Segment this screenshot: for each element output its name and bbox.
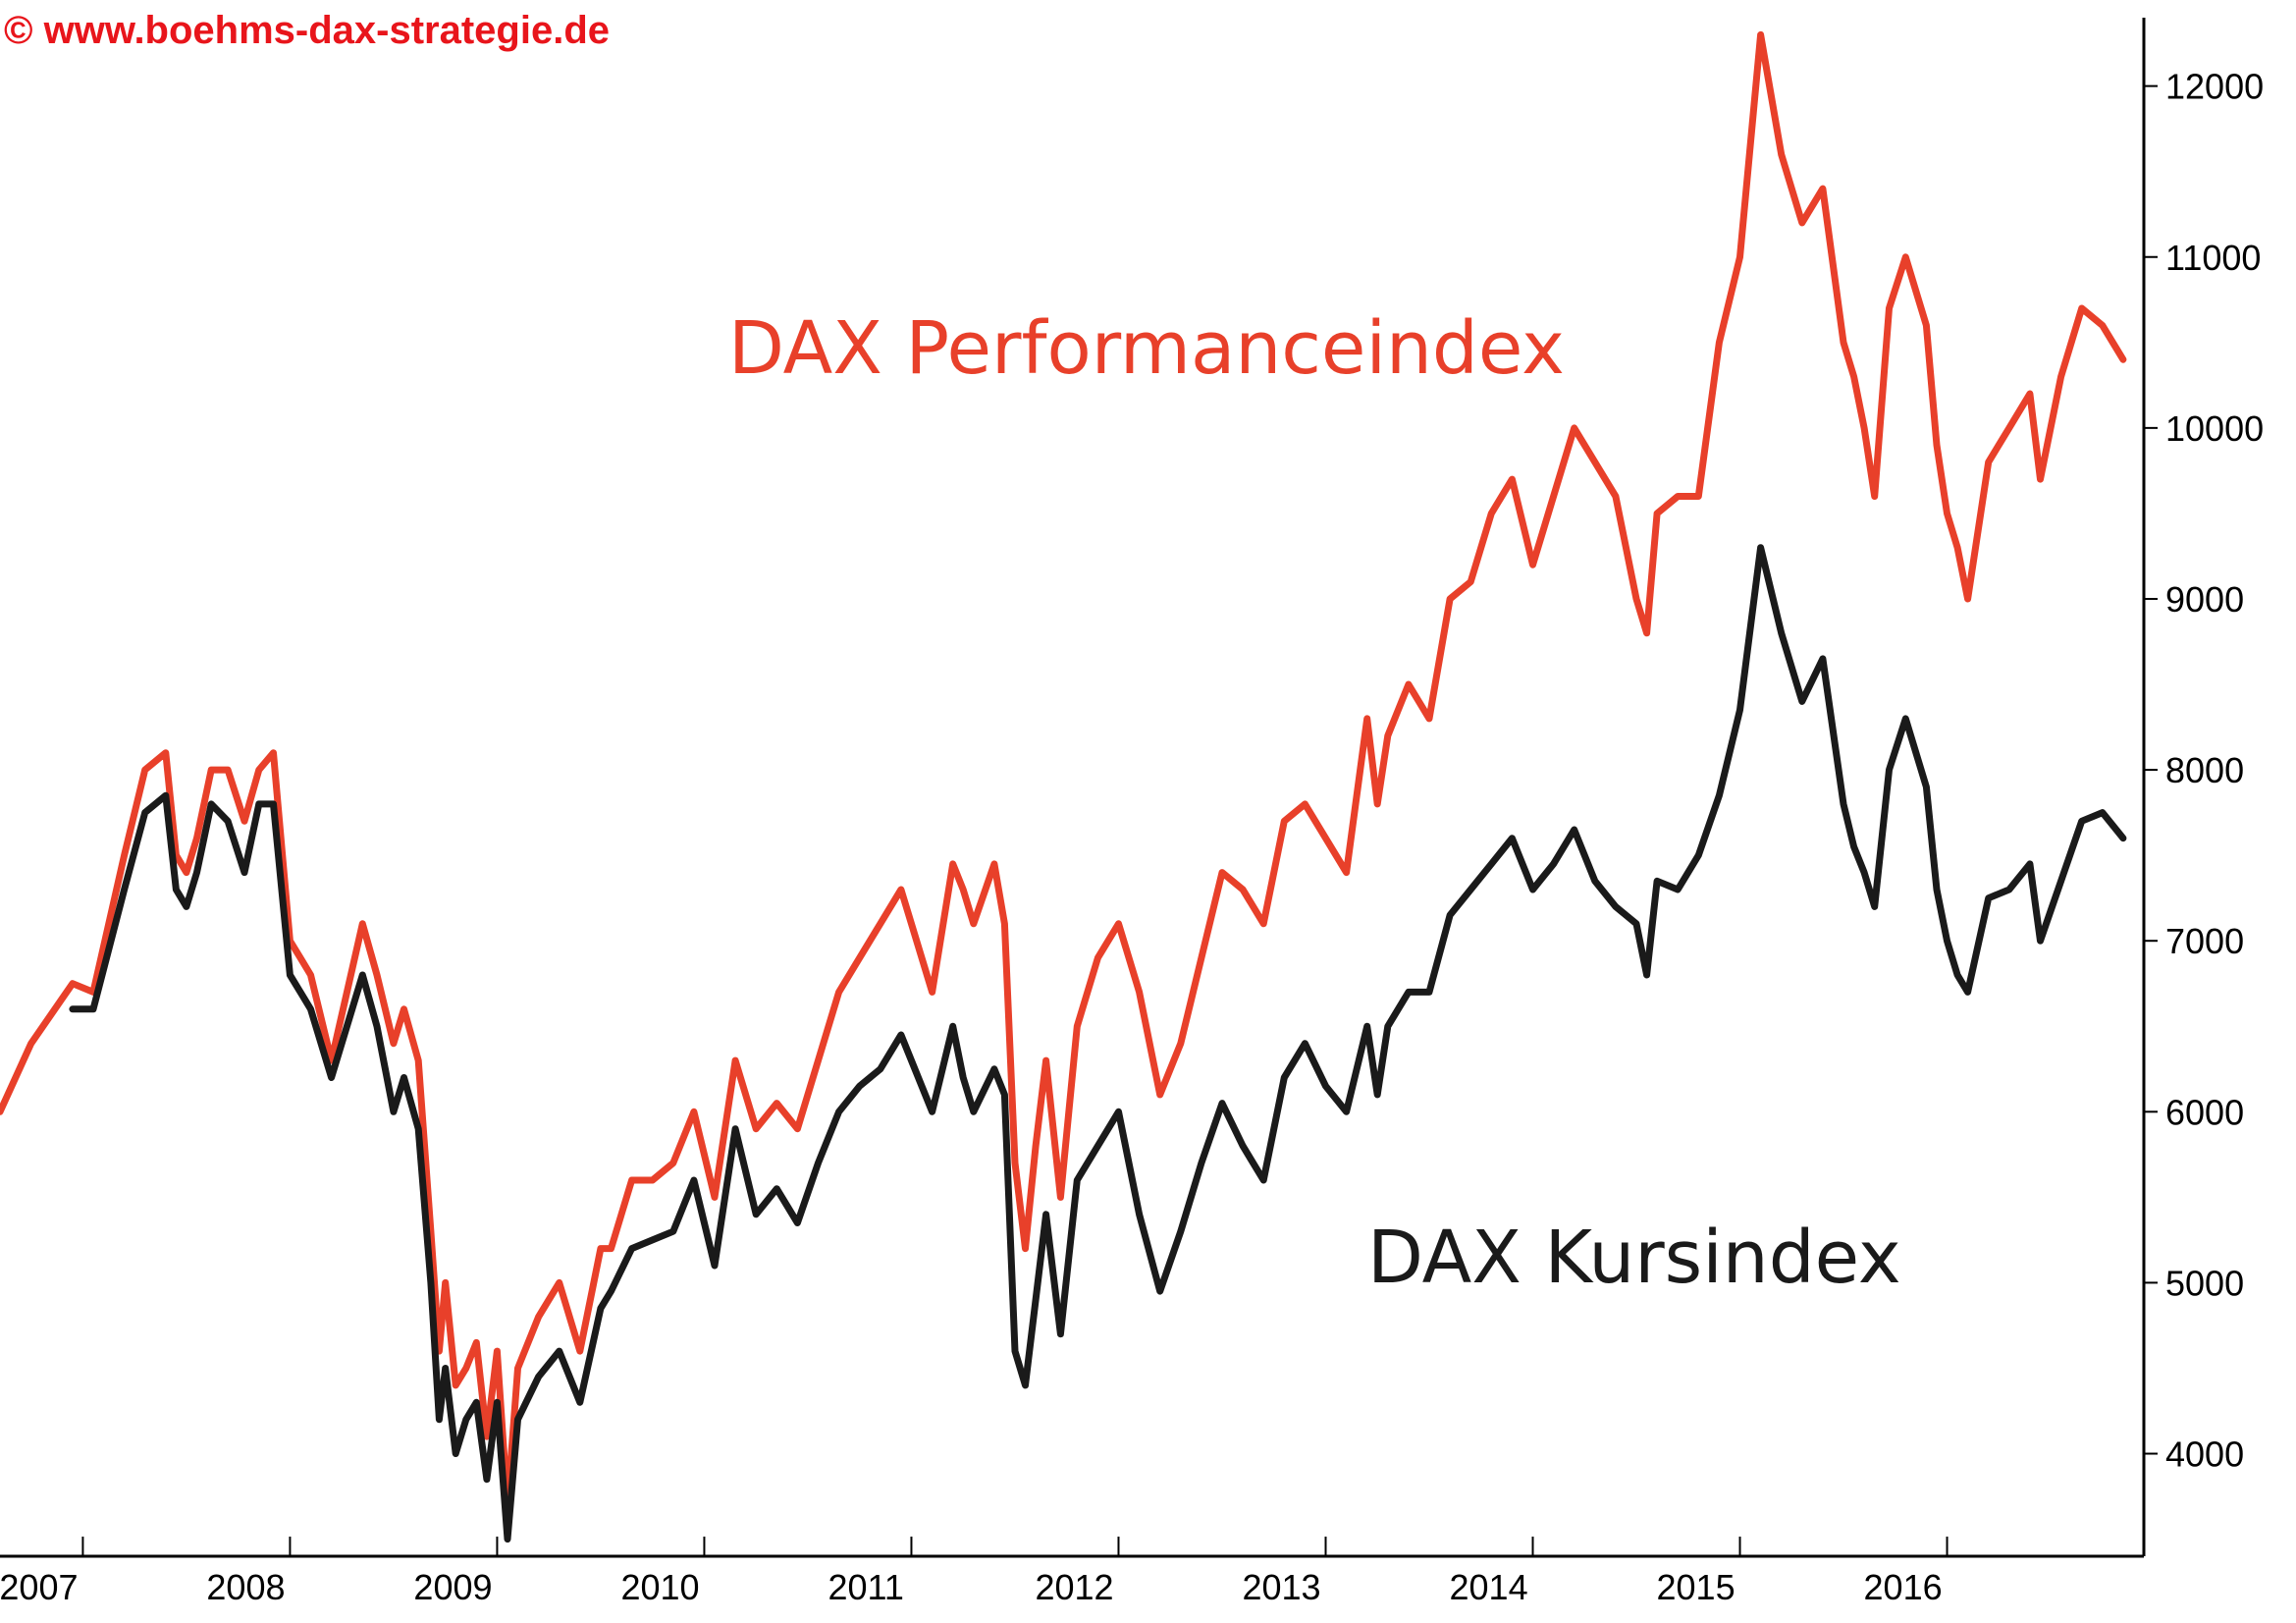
y-tick-label: 4000 [2165,1434,2244,1475]
x-tick-label: 2012 [1035,1567,1113,1607]
series-line-kursindex [69,544,2127,1543]
y-tick-label: 10000 [2165,408,2264,449]
series-layer [0,30,2127,1543]
y-tick-label: 8000 [2165,750,2244,790]
y-axis: 4000 5000 6000 7000 8000 9000 10000 11000 12000 [2144,67,2264,1475]
x-tick-label: 2007 [0,1567,78,1607]
series-label-kursindex: DAX Kursindex [1367,1216,1901,1300]
x-tick-label: 2011 [828,1567,903,1607]
watermark-text: © www.boehms-dax-strategie.de [4,9,610,52]
y-tick-label: 9000 [2165,579,2244,620]
x-tick-label: 2013 [1242,1567,1320,1607]
x-tick-label: 2010 [620,1567,699,1607]
x-tick-label: 2008 [206,1567,285,1607]
y-tick-label: 12000 [2165,67,2264,107]
series-line-performanceindex [0,30,2127,1509]
y-tick-label: 6000 [2165,1092,2244,1132]
series-label-performanceindex: DAX Performanceindex [728,306,1565,391]
y-tick-label: 5000 [2165,1263,2244,1303]
plot-frame [0,18,2146,1558]
x-tick-label: 2015 [1657,1567,1735,1607]
y-tick-label: 11000 [2165,238,2261,278]
x-tick-label: 2009 [413,1567,492,1607]
x-tick-label: 2016 [1864,1567,1943,1607]
y-tick-label: 7000 [2165,921,2244,961]
x-tick-label: 2014 [1450,1567,1528,1607]
x-axis: 2007 2008 2009 2010 2011 2012 2013 2014 2015 2016 [0,1537,1949,1607]
